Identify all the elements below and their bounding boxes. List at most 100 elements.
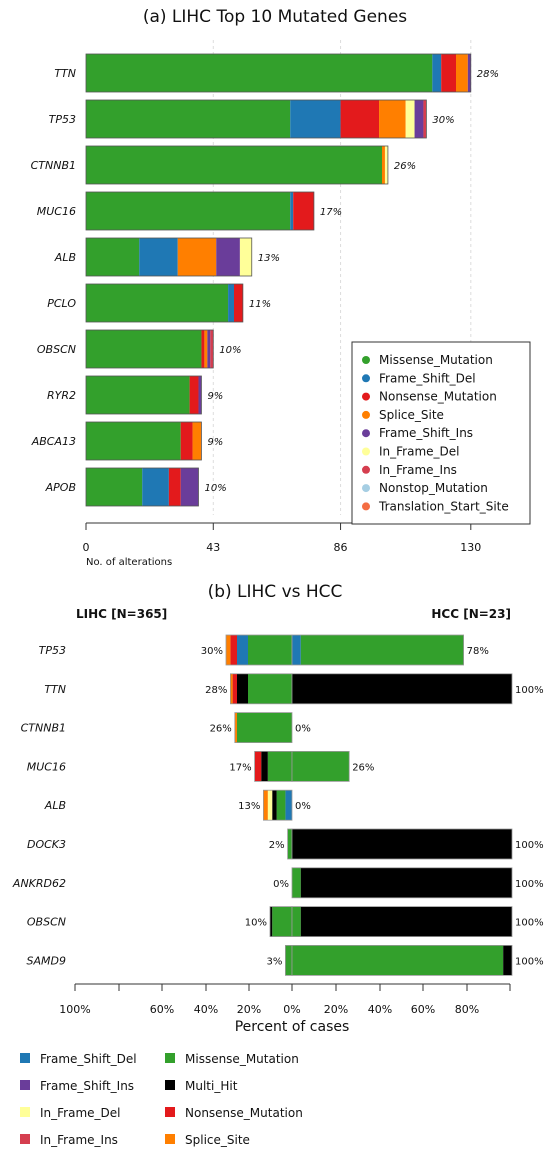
right-percent-label: 100% bbox=[515, 956, 544, 967]
bar-row-ctnnb1: CTNNB1 26% bbox=[31, 145, 416, 185]
bar-segment-missense-mutation bbox=[86, 146, 382, 184]
right-bar-outline bbox=[291, 634, 465, 666]
legend-label: Frame_Shift_Ins bbox=[40, 1079, 134, 1093]
legend-marker bbox=[165, 1080, 175, 1090]
right-bar-outline bbox=[291, 828, 513, 860]
legend-item-frame-shift-ins: Frame_Shift_Ins bbox=[20, 1079, 134, 1093]
bar-outline bbox=[85, 375, 202, 415]
bar-row-muc16: MUC16 17% bbox=[37, 191, 342, 231]
legend-marker bbox=[165, 1107, 175, 1117]
legend-label: Missense_Mutation bbox=[185, 1052, 299, 1066]
panel-a-title: (a) LIHC Top 10 Mutated Genes bbox=[143, 7, 407, 27]
legend-marker bbox=[362, 356, 370, 364]
bar-segment-frame-shift-del bbox=[290, 192, 294, 230]
right-segment-missense-mutation bbox=[292, 751, 350, 782]
bar-segment-splice-site bbox=[456, 54, 468, 92]
bar-segment-missense-mutation bbox=[86, 238, 140, 276]
legend-marker bbox=[20, 1080, 30, 1090]
bar-outline bbox=[85, 421, 202, 461]
left-segment-missense-mutation bbox=[287, 829, 292, 859]
panel-a-x-axis-label: No. of alterations bbox=[86, 557, 172, 568]
bar-segment-splice-site bbox=[382, 146, 385, 184]
gene-label: DOCK3 bbox=[27, 838, 66, 851]
left-segment-frame-shift-del bbox=[237, 635, 248, 665]
right-segment-frame-shift-del bbox=[292, 635, 301, 665]
right-segment-missense-mutation bbox=[292, 906, 301, 937]
x-tick-label: 100% bbox=[59, 1003, 90, 1016]
bar-segment-nonsense-mutation bbox=[234, 284, 243, 322]
legend-marker bbox=[362, 465, 370, 474]
percent-label: 10% bbox=[219, 345, 241, 356]
panel-b-left-cohort-label: LIHC [N=365] bbox=[76, 607, 167, 621]
bar-outline bbox=[85, 237, 253, 277]
bar-row-obscn: OBSCN 10% 100% bbox=[27, 906, 544, 937]
right-bar-outline bbox=[291, 867, 513, 899]
gene-label: TTN bbox=[54, 67, 76, 80]
legend-marker bbox=[20, 1134, 30, 1144]
left-segment-splice-site bbox=[226, 635, 231, 665]
bar-segment-splice-site bbox=[379, 100, 406, 138]
bar-segment-nonsense-mutation bbox=[201, 330, 205, 368]
legend-item-frame-shift-ins: Frame_Shift_Ins bbox=[362, 426, 473, 440]
left-percent-label: 30% bbox=[201, 646, 223, 657]
x-tick-label: 43 bbox=[206, 541, 220, 554]
bar-segment-missense-mutation bbox=[86, 192, 291, 230]
right-percent-label: 100% bbox=[515, 685, 544, 696]
bar-outline bbox=[85, 145, 389, 185]
legend-item-in-frame-del: In_Frame_Del bbox=[362, 445, 460, 459]
bar-segment-frame-shift-del bbox=[228, 284, 234, 322]
bar-segment-missense-mutation bbox=[86, 468, 143, 506]
left-segment-missense-mutation bbox=[285, 945, 292, 976]
bar-row-muc16: MUC16 17% 26% bbox=[27, 751, 374, 782]
gene-label: OBSCN bbox=[37, 343, 76, 356]
bar-row-alb: ALB 13% bbox=[54, 237, 280, 277]
legend-item-missense-mutation: Missense_Mutation bbox=[362, 353, 493, 367]
panel-b-right-cohort-label: HCC [N=23] bbox=[431, 607, 511, 621]
bar-segment-frame-shift-ins bbox=[198, 376, 202, 414]
bar-segment-missense-mutation bbox=[86, 100, 291, 138]
right-percent-label: 0% bbox=[295, 801, 311, 812]
left-segment-splice-site bbox=[230, 673, 233, 704]
bar-row-ttn: TTN 28% bbox=[54, 53, 499, 93]
bar-row-abca13: ABCA13 9% bbox=[31, 421, 223, 461]
panel-a-top10-mutated-genes: (a) LIHC Top 10 Mutated Genes TTN 28% TP53… bbox=[31, 7, 531, 568]
left-percent-label: 17% bbox=[229, 762, 251, 773]
right-percent-label: 100% bbox=[515, 840, 544, 851]
x-tick-label: 0% bbox=[283, 1003, 300, 1016]
legend-marker bbox=[362, 392, 370, 401]
legend-marker bbox=[165, 1053, 175, 1063]
right-segment-multi-hit bbox=[300, 906, 512, 937]
bar-segment-missense-mutation bbox=[86, 54, 433, 92]
bar-row-obscn: OBSCN 10% bbox=[37, 329, 242, 369]
panel-a-x-axis: 0 43 86 130 bbox=[83, 522, 481, 554]
right-segment-missense-mutation bbox=[292, 867, 301, 898]
legend-marker bbox=[165, 1134, 175, 1144]
legend-item-in-frame-del: In_Frame_Del bbox=[20, 1106, 121, 1120]
gene-label: ALB bbox=[44, 799, 66, 812]
legend-label: Nonsense_Mutation bbox=[185, 1106, 303, 1120]
gene-label: ALB bbox=[54, 251, 76, 264]
percent-label: 30% bbox=[432, 115, 454, 126]
x-tick-label: 20% bbox=[324, 1003, 348, 1016]
left-segment-multi-hit bbox=[272, 790, 277, 821]
bar-segment-missense-mutation bbox=[86, 330, 202, 368]
bar-segment-frame-shift-ins bbox=[216, 238, 240, 276]
panel-b-legend: Frame_Shift_Del Missense_Mutation Frame_Sh… bbox=[20, 1052, 303, 1147]
percent-label: 28% bbox=[477, 69, 499, 80]
bar-segment-in-frame-del bbox=[239, 238, 252, 276]
legend-label: In_Frame_Ins bbox=[379, 463, 457, 477]
legend-label: In_Frame_Del bbox=[379, 445, 460, 459]
x-tick-label: 40% bbox=[368, 1003, 392, 1016]
left-percent-label: 26% bbox=[210, 724, 232, 735]
left-segment-multi-hit bbox=[237, 673, 248, 704]
x-tick-label: 60% bbox=[411, 1003, 435, 1016]
legend-item-splice-site: Splice_Site bbox=[362, 408, 444, 422]
legend-label: Nonsense_Mutation bbox=[379, 390, 497, 404]
bar-row-tp53: TP53 30% bbox=[49, 99, 455, 139]
bar-segment-nonsense-mutation bbox=[340, 100, 380, 138]
bar-outline bbox=[85, 191, 315, 231]
left-segment-missense-mutation bbox=[276, 790, 286, 821]
panel-b-bars: TP53 30% 78% TTN 28% 100% CTNNB1 26% 0% MUC16 17% 2… bbox=[12, 634, 544, 976]
bar-segment-missense-mutation bbox=[86, 376, 190, 414]
x-tick-label: 60% bbox=[150, 1003, 174, 1016]
